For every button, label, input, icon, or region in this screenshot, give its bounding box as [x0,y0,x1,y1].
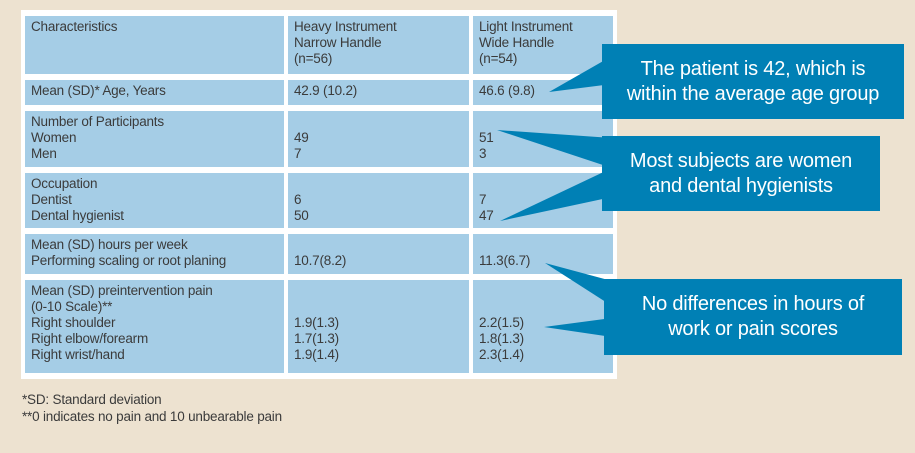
characteristics-table: Characteristics Heavy Instrument Narrow … [21,10,617,379]
header-line: Wide Handle [479,35,555,50]
callout-no-differences: No differences in hours of work or pain … [604,279,902,355]
cell-line: Dental hygienist [31,208,124,223]
cell-line [479,237,607,253]
cell-line [294,299,463,315]
row-participants: Number of Participants Women Men 49 7 51… [25,111,613,167]
cell-age-label: Mean (SD)* Age, Years [25,80,284,105]
cell-line: 6 [294,192,302,207]
header-cell-light-instrument: Light Instrument Wide Handle (n=54) [473,16,613,74]
cell-line: Dentist [31,192,72,207]
cell-line: 50 [294,208,309,223]
cell-line [479,114,607,130]
header-line: Narrow Handle [294,35,382,50]
cell-line [479,283,607,299]
cell-line: 7 [479,192,487,207]
cell-line: Number of Participants [31,114,164,129]
header-line: Light Instrument [479,19,573,34]
cell-line: 47 [479,208,494,223]
cell-line: Right elbow/forearm [31,331,149,346]
callout-line: within the average age group [626,82,880,105]
header-line: Characteristics [31,19,118,34]
cell-line [294,176,463,192]
cell-line: Mean (SD) preintervention pain [31,283,213,298]
cell-line: 7 [294,146,302,161]
cell-participants-label: Number of Participants Women Men [25,111,284,167]
callout-age: The patient is 42, which is within the a… [602,44,904,119]
cell-line [479,299,607,315]
row-occupation: Occupation Dentist Dental hygienist 6 50… [25,173,613,228]
cell-line: (0-10 Scale)** [31,299,113,314]
cell-pain-light: 2.2(1.5) 1.8(1.3) 2.3(1.4) [473,280,613,373]
header-cell-characteristics: Characteristics [25,16,284,74]
cell-line: Right wrist/hand [31,347,125,362]
row-age: Mean (SD)* Age, Years 42.9 (10.2) 46.6 (… [25,80,613,105]
cell-hours-label: Mean (SD) hours per week Performing scal… [25,234,284,274]
cell-age-heavy: 42.9 (10.2) [288,80,469,105]
cell-line: 1.9(1.3) [294,315,339,330]
header-line: (n=54) [479,51,518,66]
cell-line: 1.9(1.4) [294,347,339,362]
cell-line: Right shoulder [31,315,116,330]
header-line: Heavy Instrument [294,19,397,34]
header-line: (n=56) [294,51,333,66]
cell-line: 42.9 (10.2) [294,83,358,98]
cell-line: Men [31,146,57,161]
cell-line: 51 [479,130,494,145]
callout-line: Most subjects are women [629,149,853,172]
footnote-sd: *SD: Standard deviation [22,392,162,407]
callout-line: work or pain scores [668,318,838,340]
table-header-row: Characteristics Heavy Instrument Narrow … [25,16,613,74]
cell-occupation-label: Occupation Dentist Dental hygienist [25,173,284,228]
cell-participants-light: 51 3 [473,111,613,167]
cell-line: 1.8(1.3) [479,331,524,346]
cell-line: Performing scaling or root planing [31,253,227,268]
cell-line [294,283,463,299]
cell-hours-light: 11.3(6.7) [473,234,613,274]
cell-line: 46.6 (9.8) [479,83,535,98]
cell-line: 2.3(1.4) [479,347,524,362]
row-preintervention-pain: Mean (SD) preintervention pain (0-10 Sca… [25,280,613,373]
cell-pain-heavy: 1.9(1.3) 1.7(1.3) 1.9(1.4) [288,280,469,373]
cell-line: 49 [294,130,309,145]
cell-occupation-heavy: 6 50 [288,173,469,228]
cell-age-light: 46.6 (9.8) [473,80,613,105]
footnotes: *SD: Standard deviation **0 indicates no… [22,391,282,425]
header-cell-heavy-instrument: Heavy Instrument Narrow Handle (n=56) [288,16,469,74]
callout-line: and dental hygienists [649,174,833,197]
cell-line: 1.7(1.3) [294,331,339,346]
callout-line: The patient is 42, which is [640,57,866,80]
cell-occupation-light: 7 47 [473,173,613,228]
cell-line [479,176,607,192]
cell-line: 10.7(8.2) [294,253,347,268]
cell-line [294,237,463,253]
cell-hours-heavy: 10.7(8.2) [288,234,469,274]
cell-line: 2.2(1.5) [479,315,524,330]
cell-pain-label: Mean (SD) preintervention pain (0-10 Sca… [25,280,284,373]
cell-line [294,114,463,130]
cell-line: 3 [479,146,487,161]
cell-line: Women [31,130,77,145]
footnote-pain-scale: **0 indicates no pain and 10 unbearable … [22,409,282,424]
row-hours-per-week: Mean (SD) hours per week Performing scal… [25,234,613,274]
cell-line: Mean (SD) hours per week [31,237,188,252]
cell-line: Occupation [31,176,98,191]
cell-line: Mean (SD)* Age, Years [31,83,166,98]
cell-line: 11.3(6.7) [479,253,531,268]
callout-demographics: Most subjects are women and dental hygie… [602,136,880,211]
cell-participants-heavy: 49 7 [288,111,469,167]
callout-line: No differences in hours of [641,293,865,315]
